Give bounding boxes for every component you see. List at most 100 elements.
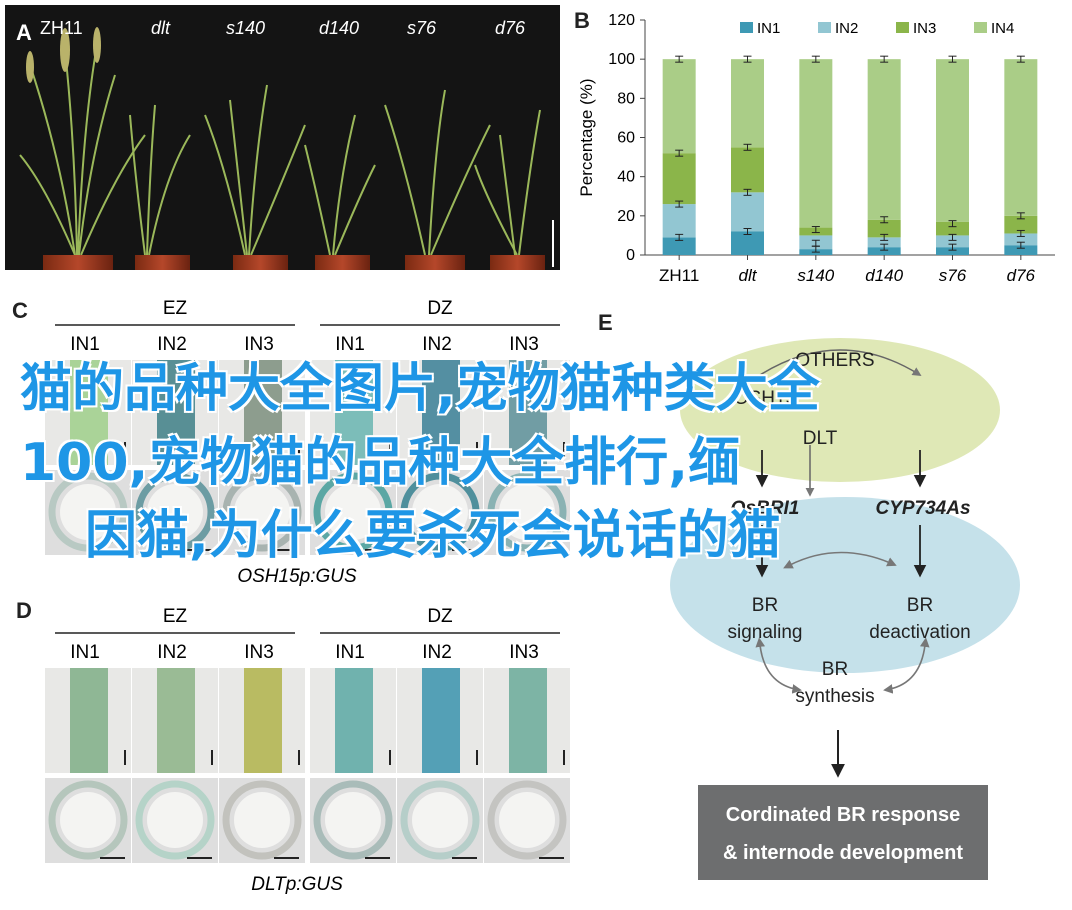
y-tick-label: 40 [617, 169, 635, 186]
bar-segment-in3 [662, 153, 696, 205]
overlay-title-line-1: 猫的品种大全图片,宠物猫种类大全 [20, 359, 820, 419]
micrograph-grid: EZ IN1 IN2 IN3 DZ IN1 IN2 IN3 DLTp:GUS [45, 606, 570, 895]
internode-label: IN1 [335, 334, 365, 355]
bar-segment-in3 [1004, 215, 1038, 234]
gus-stained-stem [335, 360, 373, 465]
y-tick-label: 100 [608, 51, 635, 68]
legend-label: IN2 [835, 20, 858, 37]
bar-segment-in2 [867, 237, 901, 248]
cyp734as-label: CYP734As [875, 498, 971, 519]
legend-label: IN3 [913, 20, 936, 37]
vascular-ring [487, 472, 567, 552]
internode-label: IN1 [70, 334, 100, 355]
bar-segment-in1 [867, 247, 901, 255]
gus-stained-stem [422, 360, 460, 465]
br-synthesis-label: BR synthesis [795, 659, 875, 707]
internode-label: IN2 [157, 642, 187, 663]
vascular-ring [48, 780, 128, 860]
br-signaling-label: BR signaling [727, 595, 803, 643]
panel-c-letter: C [12, 298, 28, 323]
bar-segment-in4 [936, 59, 969, 222]
br-deactivation-label: BR deactivation [869, 595, 971, 643]
genotype-label: d76 [495, 18, 526, 38]
internode-label: IN2 [422, 334, 452, 355]
pith [412, 792, 468, 848]
outcome-box [698, 785, 988, 880]
pith [412, 484, 468, 540]
internode-label: IN3 [244, 334, 274, 355]
vascular-ring [135, 780, 215, 860]
pith [499, 792, 555, 848]
bar-segment-in2 [662, 204, 696, 238]
legend-swatch [740, 22, 753, 33]
y-tick-label: 80 [617, 90, 635, 107]
gus-stained-stem [509, 360, 547, 465]
genotype-label: s140 [226, 18, 266, 38]
gus-stained-stem [157, 668, 195, 773]
pith [60, 792, 116, 848]
internode-label: IN1 [335, 642, 365, 663]
bar-segment-in4 [867, 59, 901, 220]
x-tick-label: s140 [797, 266, 834, 285]
panel-e-letter: E [598, 310, 613, 335]
overlay-title-line-3: 因猫,为什么要杀死会说话的猫 [85, 506, 781, 566]
pith [325, 484, 381, 540]
panel-d: EZ IN1 IN2 IN3 DZ IN1 IN2 IN3 DLTp:GUS [25, 600, 570, 905]
genotype-label: dlt [151, 18, 171, 38]
bar-segment-in1 [662, 237, 696, 255]
vascular-ring [222, 472, 302, 552]
x-tick-label: dlt [739, 266, 758, 285]
micrograph-grid: EZ IN1 IN2 IN3 DZ IN1 IN2 IN3 OSH15p:GUS [45, 298, 570, 587]
gus-stained-stem [70, 668, 108, 773]
panel-b-letter: B [574, 8, 590, 33]
internode-label: IN3 [509, 334, 539, 355]
pith [499, 484, 555, 540]
genotype-label: s76 [407, 18, 437, 38]
panel-d-letter: D [16, 598, 32, 623]
panel-a-photo: A ZH11 dlt s140 d140 s76 d76 [5, 5, 560, 270]
bar-segment-in4 [662, 59, 696, 154]
pith [147, 792, 203, 848]
panel-c: EZ IN1 IN2 IN3 DZ IN1 IN2 IN3 OSH15p:GUS [25, 292, 570, 592]
legend-label: IN4 [991, 20, 1014, 37]
y-axis-label: Percentage (%) [577, 78, 596, 196]
pith [147, 484, 203, 540]
pith [325, 792, 381, 848]
gus-stained-stem [244, 668, 282, 773]
y-tick-label: 0 [626, 247, 635, 264]
zone-label: DZ [427, 298, 453, 319]
vascular-ring [400, 472, 480, 552]
legend-swatch [974, 22, 987, 33]
overlay-title-line-2: 100,宠物猫的品种大全排行,缅 [20, 433, 741, 493]
legend-swatch [818, 22, 831, 33]
zone-label: EZ [163, 606, 188, 627]
br-pathway-diagram [670, 338, 1020, 880]
others-label: OTHERS [795, 350, 875, 371]
bar-segment-in2 [1004, 233, 1038, 246]
y-tick-label: 20 [617, 208, 635, 225]
zone-label: EZ [163, 298, 188, 319]
bar-segment-in1 [1004, 245, 1038, 255]
bar-segment-in3 [731, 147, 764, 193]
internode-label: IN3 [244, 642, 274, 663]
zone-label: DZ [427, 606, 453, 627]
x-tick-label: d140 [865, 266, 903, 285]
gus-stained-stem [509, 668, 547, 773]
vascular-ring [48, 472, 128, 552]
pith [234, 484, 290, 540]
legend-label: IN1 [757, 20, 780, 37]
internode-label: IN3 [509, 642, 539, 663]
bar-segment-in1 [731, 231, 764, 255]
osh15-label: OSH15 [733, 388, 797, 409]
outcome-line-1: Cordinated BR response [725, 804, 961, 826]
internode-label: IN1 [70, 642, 100, 663]
rice-plants-photo [19, 27, 554, 270]
gus-stained-stem [244, 360, 282, 465]
reporter-caption: DLTp:GUS [251, 874, 343, 895]
x-tick-label: s76 [939, 266, 967, 285]
gus-stained-stem [70, 360, 108, 465]
bar-segment-in4 [799, 59, 833, 228]
genotype-label: d140 [319, 18, 360, 38]
pots [43, 255, 545, 270]
y-tick-label: 60 [617, 130, 635, 147]
